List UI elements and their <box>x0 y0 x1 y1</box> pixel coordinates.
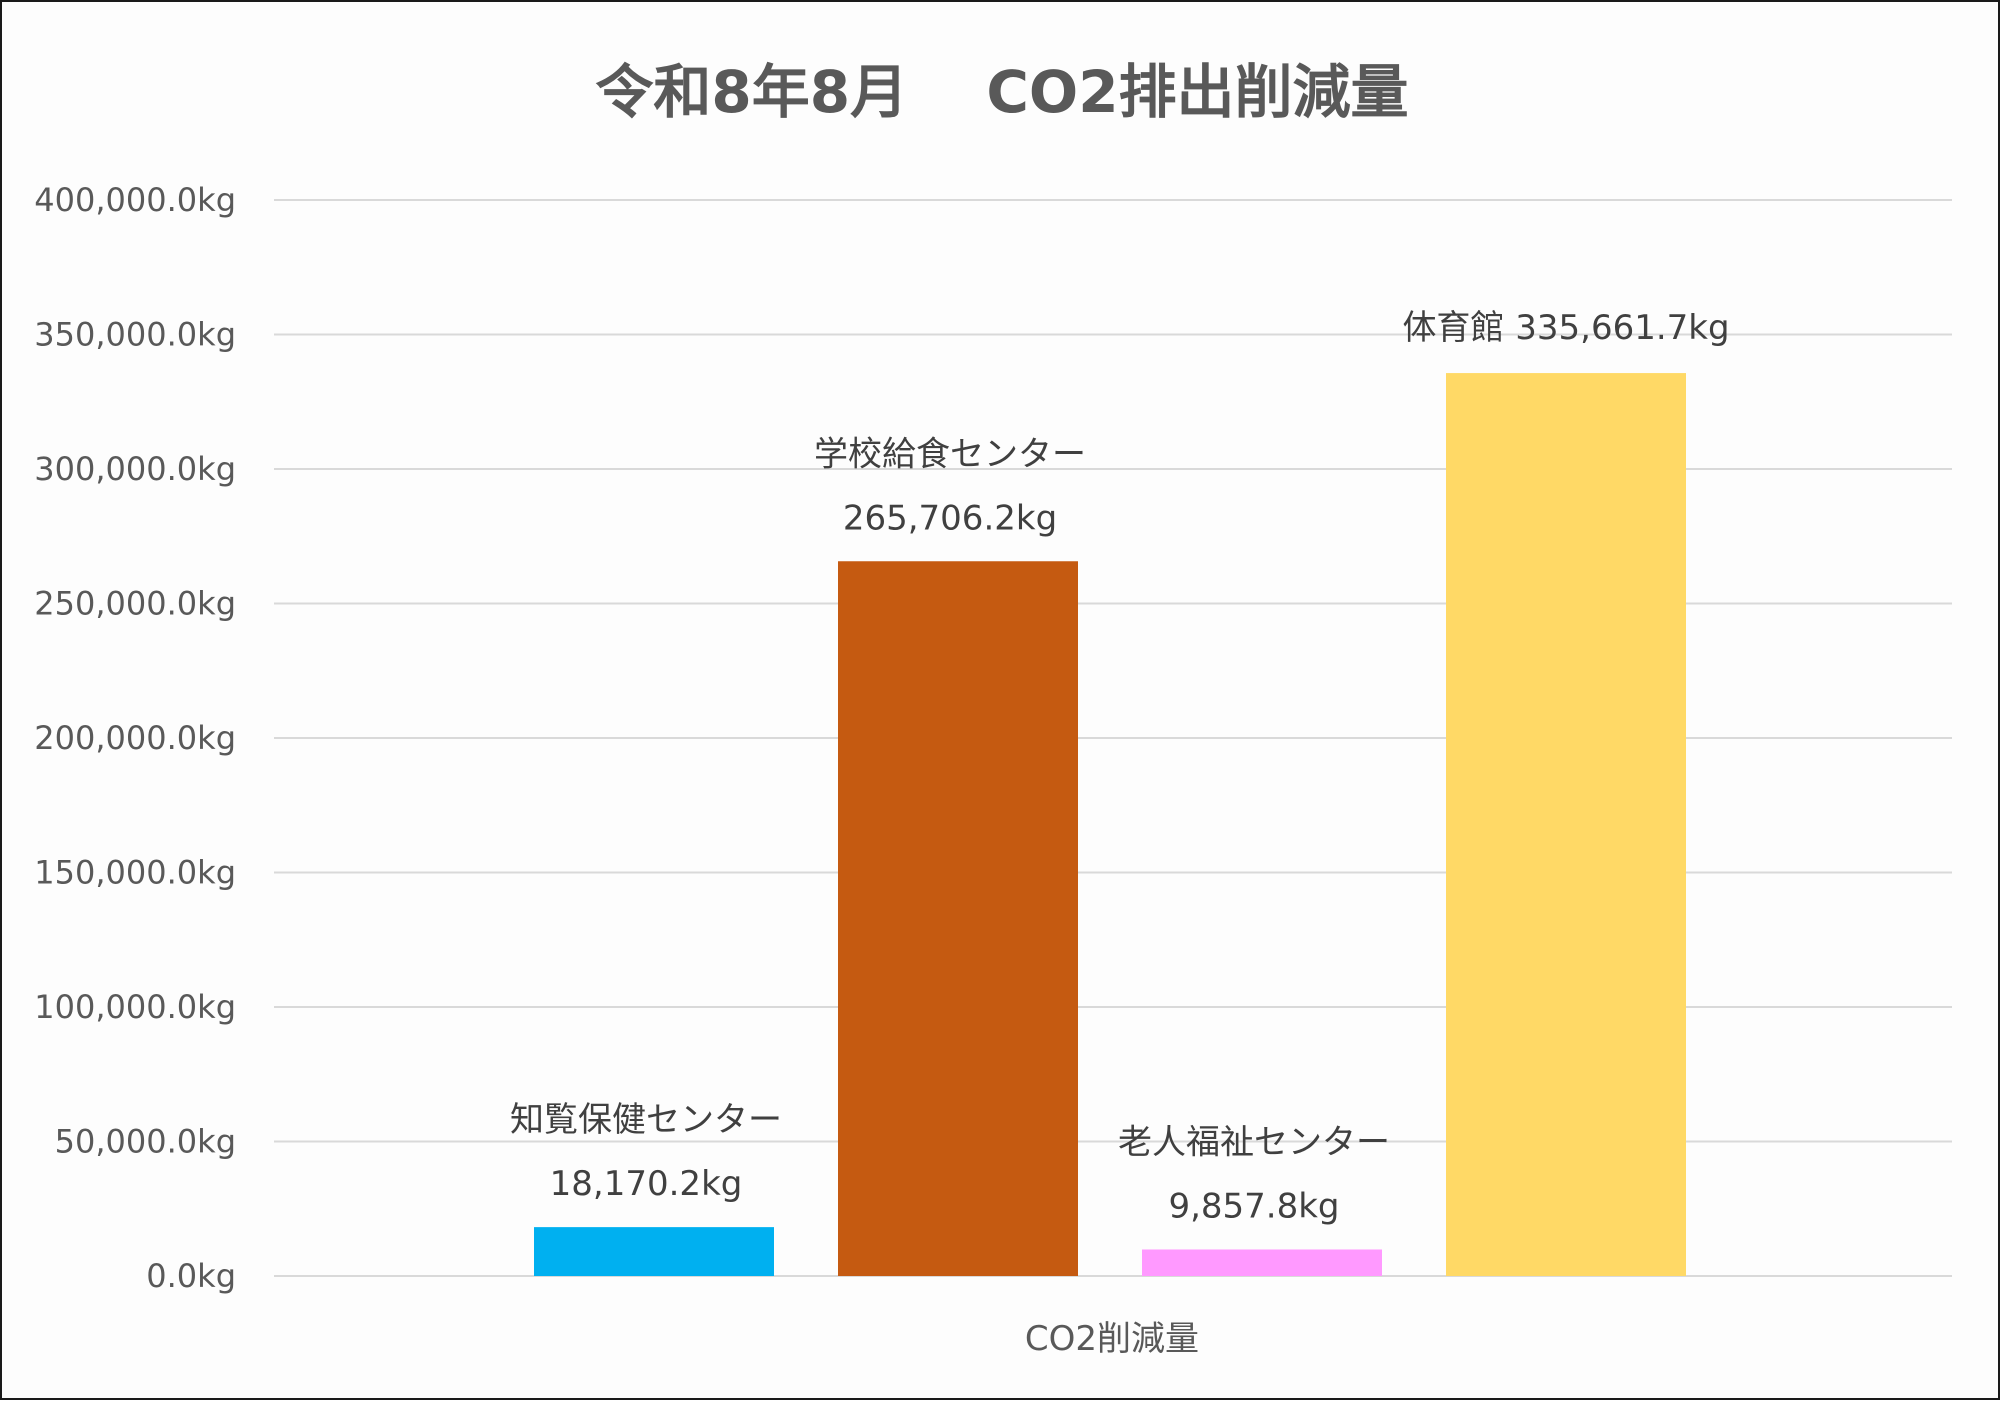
y-tick-label: 250,000.0kg <box>34 585 236 623</box>
y-tick-label: 350,000.0kg <box>34 316 236 354</box>
bar <box>1446 373 1686 1276</box>
gridlines <box>274 199 1952 1277</box>
chart-title: 令和8年8月 CO2排出削減量 <box>595 58 1408 126</box>
y-tick-label: 300,000.0kg <box>34 450 236 488</box>
data-label: 体育館 335,661.7kg <box>1402 308 1729 348</box>
data-label-category: 老人福祉センター <box>1118 1122 1390 1162</box>
y-tick-label: 200,000.0kg <box>34 719 236 757</box>
y-tick-label: 400,000.0kg <box>34 181 236 219</box>
data-label-category: 知覧保健センター <box>510 1100 782 1140</box>
y-tick-label: 100,000.0kg <box>34 988 236 1026</box>
data-label-value: 335,661.7kg <box>1504 308 1729 348</box>
y-tick-label: 50,000.0kg <box>55 1123 236 1161</box>
bar <box>838 561 1078 1276</box>
data-label-category: 体育館 <box>1402 308 1504 348</box>
x-axis-label: CO2削減量 <box>1025 1319 1199 1359</box>
data-label-category: 学校給食センター <box>814 434 1086 474</box>
data-label-value: 18,170.2kg <box>550 1164 743 1204</box>
data-label-value: 9,857.8kg <box>1168 1186 1339 1226</box>
data-labels: 知覧保健センター 18,170.2kg 学校給食センター 265,706.2kg 老人福… <box>510 308 1730 1226</box>
bars <box>534 373 1686 1276</box>
bar <box>534 1227 774 1276</box>
data-label-value: 265,706.2kg <box>843 498 1057 538</box>
y-tick-label: 150,000.0kg <box>34 854 236 892</box>
bar <box>1142 1249 1382 1276</box>
y-axis-ticks: 0.0kg 50,000.0kg 100,000.0kg 150,000.0kg 200… <box>34 181 236 1295</box>
y-tick-label: 0.0kg <box>146 1257 236 1295</box>
